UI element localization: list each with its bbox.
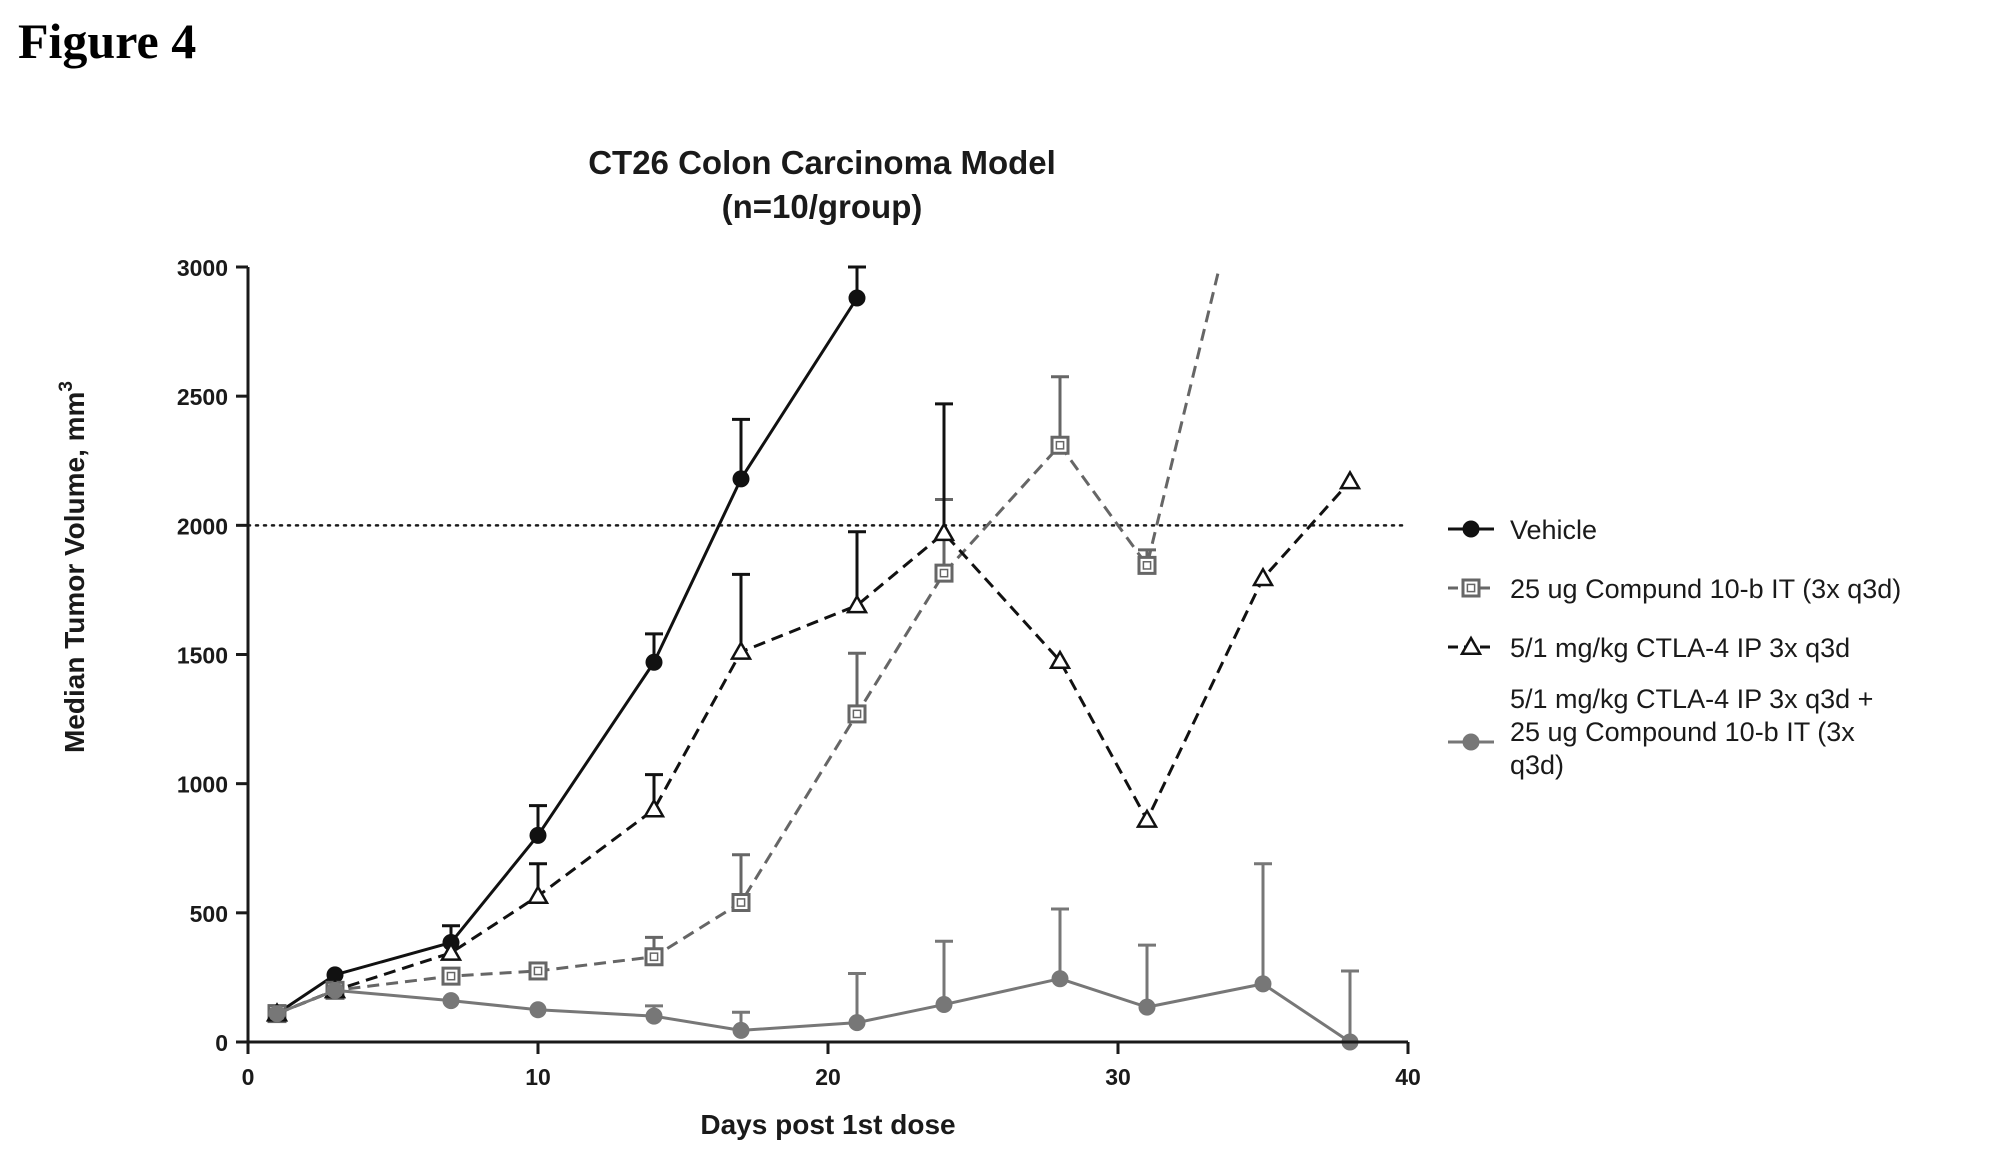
data-point xyxy=(1135,808,1159,828)
data-point xyxy=(439,941,463,961)
legend-marker xyxy=(1462,733,1480,751)
data-point xyxy=(529,826,547,844)
figure-label: Figure 4 xyxy=(18,13,196,69)
chart-title: CT26 Colon Carcinoma Model xyxy=(588,144,1056,181)
legend-item-4: 5/1 mg/kg CTLA-4 IP 3x q3d +25 ug Compou… xyxy=(1448,684,1873,780)
data-point-inner xyxy=(939,568,949,578)
data-point xyxy=(526,884,550,905)
legend-item-3: 5/1 mg/kg CTLA-4 IP 3x q3d xyxy=(1448,633,1850,663)
legend-marker xyxy=(1459,635,1483,655)
data-point xyxy=(1050,435,1070,455)
data-point xyxy=(528,961,548,981)
y-tick-label: 1000 xyxy=(177,772,228,798)
data-point xyxy=(442,992,460,1010)
data-point xyxy=(1338,469,1362,490)
y-tick-label: 500 xyxy=(190,901,228,927)
data-point xyxy=(732,1021,750,1039)
legend-item-2: 25 ug Compund 10-b IT (3x q3d) xyxy=(1448,574,1901,604)
series-line xyxy=(276,297,859,1015)
legend-marker xyxy=(1462,520,1480,538)
data-point xyxy=(326,981,344,999)
y-axis-title-main: Median Tumor Volume, mm xyxy=(59,392,90,753)
data-point-inner xyxy=(533,966,543,976)
data-point xyxy=(848,289,866,307)
y-axis-title-superscript: 3 xyxy=(56,381,77,392)
chart-subtitle: (n=10/group) xyxy=(722,188,923,225)
data-point-inner xyxy=(1142,561,1152,570)
ticks: 0 500 1000 1500 2000 2500 3000 0 10 20 30 40 xyxy=(177,255,1421,1090)
plot-area xyxy=(246,265,1410,1051)
data-point xyxy=(1048,649,1072,669)
y-tick-label: 2500 xyxy=(177,384,228,410)
data-point xyxy=(935,996,953,1014)
series-3 xyxy=(265,402,1362,1022)
data-point xyxy=(934,563,954,583)
data-point xyxy=(645,653,663,671)
data-point xyxy=(932,521,956,542)
legend-item-1: Vehicle xyxy=(1448,515,1597,545)
legend-marker-inner xyxy=(1466,583,1476,593)
axes xyxy=(246,267,1408,1044)
data-point xyxy=(644,947,664,967)
x-tick-label: 20 xyxy=(815,1064,841,1090)
data-point xyxy=(1138,998,1156,1016)
data-point-inner xyxy=(446,971,456,981)
x-axis-title: Days post 1st dose xyxy=(700,1109,955,1140)
x-tick-label: 30 xyxy=(1105,1064,1131,1090)
y-tick-label: 0 xyxy=(215,1030,228,1056)
series-2 xyxy=(267,266,1221,1024)
data-point xyxy=(845,593,869,614)
y-axis-title: Median Tumor Volume, mm3 xyxy=(56,381,90,753)
legend: Vehicle 25 ug Compund 10-b IT (3x q3d) 5/1… xyxy=(1448,515,1901,780)
legend-marker xyxy=(1461,578,1481,598)
y-tick-label: 3000 xyxy=(177,255,228,281)
data-point xyxy=(441,966,461,986)
data-point xyxy=(268,1005,286,1023)
x-tick-label: 10 xyxy=(525,1064,551,1090)
legend-label: 5/1 mg/kg CTLA-4 IP 3x q3d xyxy=(1510,633,1850,663)
series-line xyxy=(276,480,1352,1015)
data-point-inner xyxy=(736,898,746,907)
data-point xyxy=(1254,975,1272,993)
data-point xyxy=(642,797,666,818)
data-point xyxy=(848,1014,866,1032)
legend-label-line: 5/1 mg/kg CTLA-4 IP 3x q3d + xyxy=(1510,684,1873,714)
data-point xyxy=(729,640,753,660)
x-tick-label: 40 xyxy=(1395,1064,1421,1090)
legend-label-line: 25 ug Compound 10-b IT (3x xyxy=(1510,717,1855,747)
y-tick-label: 2000 xyxy=(177,513,228,539)
data-point-inner xyxy=(852,709,862,719)
legend-label: 25 ug Compund 10-b IT (3x q3d) xyxy=(1510,574,1901,604)
legend-label-line: q3d) xyxy=(1510,750,1564,780)
series-4 xyxy=(268,862,1359,1051)
data-point xyxy=(645,1007,663,1025)
series-1 xyxy=(268,265,866,1023)
legend-label: Vehicle xyxy=(1510,515,1597,545)
data-point-inner xyxy=(1055,440,1065,450)
series-line xyxy=(276,977,1351,1044)
data-point xyxy=(1137,555,1157,575)
data-point xyxy=(847,704,867,724)
data-point xyxy=(732,470,750,488)
data-point xyxy=(529,1001,547,1019)
data-point xyxy=(1051,970,1069,988)
data-point xyxy=(1251,566,1275,587)
y-tick-label: 1500 xyxy=(177,643,228,669)
data-point-inner xyxy=(649,952,659,962)
data-point xyxy=(731,893,751,912)
x-tick-label: 0 xyxy=(242,1064,255,1090)
